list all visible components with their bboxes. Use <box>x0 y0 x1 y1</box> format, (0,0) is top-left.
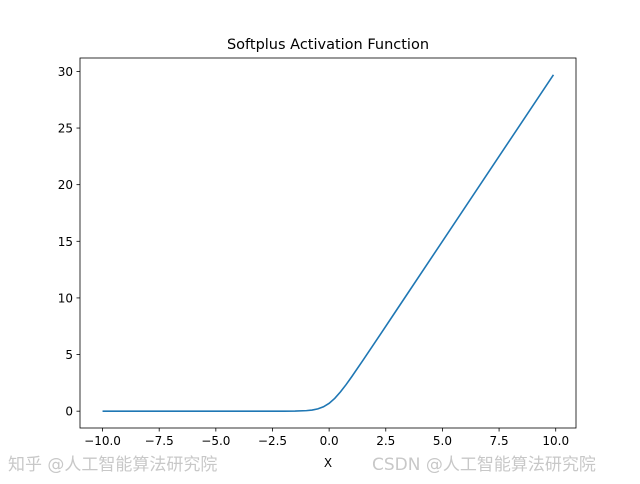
y-tick-label: 15 <box>58 235 73 249</box>
axis-ticks: −10.0 −7.5 −5.0 −2.5 0.0 2.5 5.0 7.5 10.0 0 5 10 15 2… <box>58 65 569 448</box>
y-tick-label: 30 <box>58 65 73 79</box>
x-tick-label: 7.5 <box>490 434 509 448</box>
series-line <box>102 74 555 412</box>
x-tick-label: 10.0 <box>542 434 569 448</box>
y-tick-label: 5 <box>65 348 73 362</box>
y-tick-label: 0 <box>65 405 73 419</box>
x-tick-label: −2.5 <box>258 434 287 448</box>
x-tick-label: −5.0 <box>201 434 230 448</box>
x-tick-label: 0.0 <box>320 434 339 448</box>
x-tick-label: 5.0 <box>433 434 452 448</box>
watermark-csdn: CSDN @人工智能算法研究院 <box>372 455 596 475</box>
x-tick-label: 2.5 <box>376 434 395 448</box>
y-tick-label: 25 <box>58 122 73 136</box>
x-axis-label: X <box>324 456 332 470</box>
watermark-zhihu: 知乎 @人工智能算法研究院 <box>8 455 217 475</box>
y-tick-label: 20 <box>58 178 73 192</box>
x-tick-label: −10.0 <box>84 434 121 448</box>
plot-frame <box>79 57 577 429</box>
x-tick-label: −7.5 <box>145 434 174 448</box>
chart-title: Softplus Activation Function <box>227 37 429 53</box>
y-tick-label: 10 <box>58 291 73 305</box>
